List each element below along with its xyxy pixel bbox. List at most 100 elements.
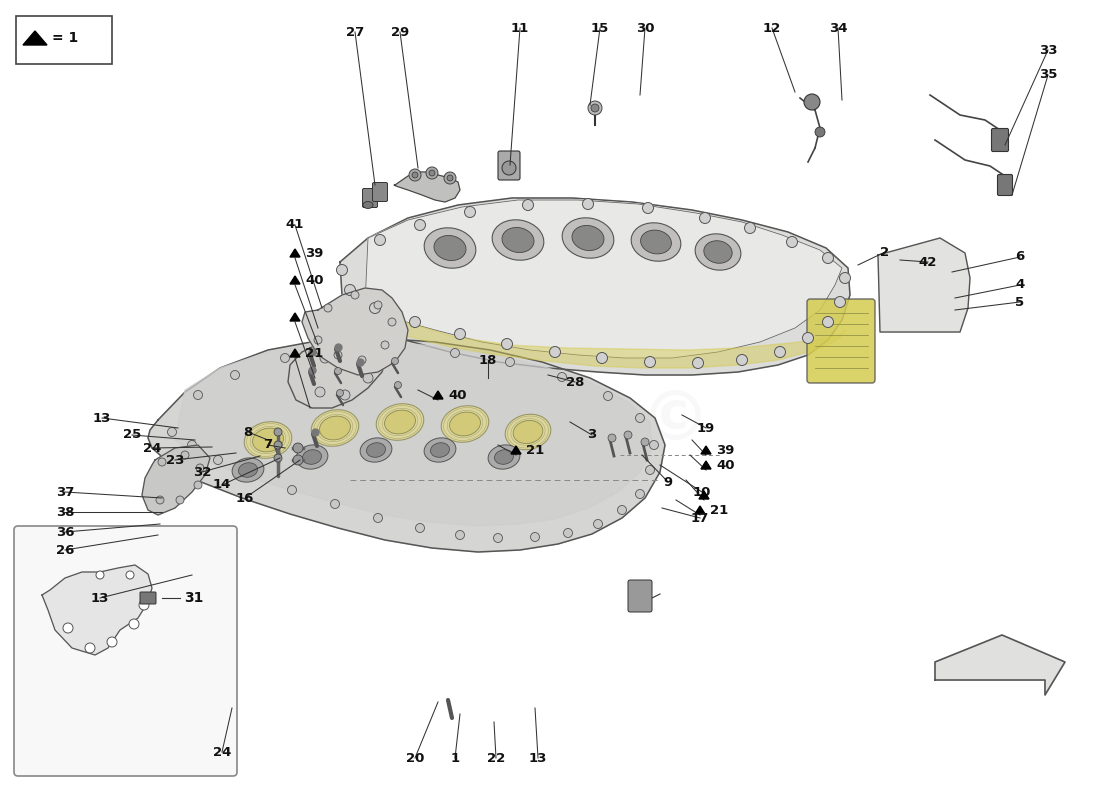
Text: Clag©: Clag©	[470, 386, 711, 454]
Circle shape	[823, 317, 834, 327]
Circle shape	[583, 198, 594, 210]
Circle shape	[588, 101, 602, 115]
Circle shape	[274, 454, 282, 462]
Circle shape	[409, 169, 421, 181]
Text: 38: 38	[56, 506, 75, 518]
Ellipse shape	[425, 228, 476, 268]
Circle shape	[176, 496, 184, 504]
Circle shape	[426, 167, 438, 179]
Text: 33: 33	[1038, 43, 1057, 57]
Text: 10: 10	[693, 486, 712, 498]
Text: 40: 40	[448, 389, 466, 402]
Circle shape	[374, 514, 383, 522]
FancyBboxPatch shape	[991, 129, 1009, 151]
Ellipse shape	[704, 241, 733, 263]
Text: 35: 35	[1038, 69, 1057, 82]
Ellipse shape	[488, 445, 520, 469]
Circle shape	[336, 346, 344, 354]
Circle shape	[786, 237, 798, 247]
Text: 17: 17	[691, 511, 710, 525]
Ellipse shape	[239, 462, 257, 478]
Circle shape	[550, 346, 561, 358]
Circle shape	[429, 170, 434, 176]
Polygon shape	[365, 200, 842, 358]
Circle shape	[367, 350, 377, 360]
FancyBboxPatch shape	[363, 189, 377, 207]
Circle shape	[358, 356, 366, 364]
Circle shape	[395, 382, 402, 389]
Circle shape	[194, 481, 202, 489]
Ellipse shape	[425, 438, 455, 462]
Circle shape	[608, 434, 616, 442]
Ellipse shape	[366, 442, 385, 458]
Polygon shape	[701, 446, 711, 454]
Circle shape	[85, 643, 95, 653]
Circle shape	[388, 318, 396, 326]
Circle shape	[374, 301, 382, 309]
Ellipse shape	[385, 410, 416, 434]
Text: 2: 2	[880, 246, 890, 258]
Circle shape	[126, 571, 134, 579]
Text: 13: 13	[529, 751, 547, 765]
Polygon shape	[142, 445, 210, 515]
Circle shape	[558, 373, 566, 382]
Circle shape	[563, 529, 572, 538]
Circle shape	[596, 353, 607, 363]
Ellipse shape	[441, 406, 488, 442]
Circle shape	[530, 533, 539, 542]
Text: 39: 39	[716, 444, 735, 457]
Ellipse shape	[232, 458, 264, 482]
Text: 8: 8	[243, 426, 253, 438]
Ellipse shape	[244, 422, 292, 458]
Ellipse shape	[492, 220, 543, 260]
Circle shape	[314, 336, 322, 344]
Circle shape	[624, 431, 632, 439]
Circle shape	[293, 455, 303, 465]
Ellipse shape	[434, 235, 466, 261]
Circle shape	[374, 234, 385, 246]
Text: 29: 29	[390, 26, 409, 38]
Text: 15: 15	[591, 22, 609, 34]
Polygon shape	[23, 31, 47, 45]
Text: 11: 11	[510, 22, 529, 34]
Text: 31: 31	[184, 591, 204, 605]
Circle shape	[392, 358, 398, 365]
Circle shape	[213, 455, 222, 465]
Ellipse shape	[695, 234, 741, 270]
Circle shape	[334, 367, 341, 374]
Text: 24: 24	[143, 442, 162, 454]
Circle shape	[804, 94, 820, 110]
Circle shape	[248, 470, 256, 478]
Polygon shape	[302, 288, 408, 375]
Polygon shape	[175, 341, 652, 526]
Text: 1: 1	[450, 751, 460, 765]
FancyBboxPatch shape	[498, 151, 520, 180]
Text: 18: 18	[478, 354, 497, 366]
Circle shape	[646, 466, 654, 474]
Circle shape	[158, 458, 166, 466]
FancyBboxPatch shape	[807, 299, 874, 383]
Circle shape	[167, 427, 176, 437]
Ellipse shape	[253, 428, 284, 452]
Circle shape	[464, 206, 475, 218]
Text: 21: 21	[526, 444, 544, 457]
Circle shape	[835, 297, 846, 307]
Circle shape	[274, 441, 282, 449]
Circle shape	[454, 329, 465, 339]
Text: 12: 12	[763, 22, 781, 34]
Ellipse shape	[562, 218, 614, 258]
Text: 23: 23	[166, 454, 184, 466]
Text: 6: 6	[1015, 250, 1024, 263]
Text: 30: 30	[636, 22, 654, 34]
Circle shape	[636, 490, 645, 498]
Circle shape	[381, 341, 389, 349]
Polygon shape	[148, 338, 666, 552]
Circle shape	[416, 523, 425, 533]
Circle shape	[231, 370, 240, 379]
Ellipse shape	[363, 202, 373, 209]
Polygon shape	[878, 238, 970, 332]
Circle shape	[320, 353, 330, 363]
Circle shape	[641, 438, 649, 446]
Ellipse shape	[360, 438, 392, 462]
Polygon shape	[290, 349, 300, 357]
